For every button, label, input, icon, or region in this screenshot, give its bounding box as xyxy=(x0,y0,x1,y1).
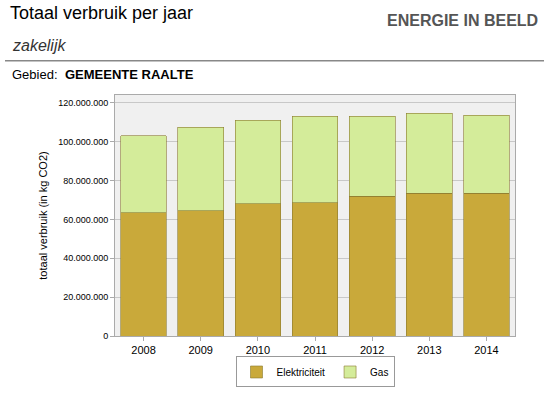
svg-text:60.000.000: 60.000.000 xyxy=(63,215,108,225)
svg-text:2011: 2011 xyxy=(303,344,327,356)
svg-text:2009: 2009 xyxy=(188,344,212,356)
svg-text:100.000.000: 100.000.000 xyxy=(58,137,108,147)
svg-text:2012: 2012 xyxy=(360,344,384,356)
svg-text:80.000.000: 80.000.000 xyxy=(63,176,108,186)
svg-text:Gas: Gas xyxy=(370,367,388,378)
svg-text:Elektriciteit: Elektriciteit xyxy=(277,367,326,378)
svg-text:40.000.000: 40.000.000 xyxy=(63,253,108,263)
svg-text:ENERGIE IN BEELD: ENERGIE IN BEELD xyxy=(387,12,538,29)
svg-text:120.000.000: 120.000.000 xyxy=(58,98,108,108)
svg-text:totaal verbruik (in kg CO2): totaal verbruik (in kg CO2) xyxy=(37,151,49,279)
svg-text:20.000.000: 20.000.000 xyxy=(63,292,108,302)
svg-text:0: 0 xyxy=(103,331,108,341)
svg-text:zakelijk: zakelijk xyxy=(12,37,66,54)
svg-text:2014: 2014 xyxy=(474,344,498,356)
svg-text:Totaal verbruik per jaar: Totaal verbruik per jaar xyxy=(10,3,193,23)
svg-text:2010: 2010 xyxy=(246,344,270,356)
svg-text:2008: 2008 xyxy=(131,344,155,356)
svg-text:GEMEENTE RAALTE: GEMEENTE RAALTE xyxy=(65,67,194,82)
svg-text:2013: 2013 xyxy=(417,344,441,356)
svg-text:Gebied:: Gebied: xyxy=(12,67,58,82)
